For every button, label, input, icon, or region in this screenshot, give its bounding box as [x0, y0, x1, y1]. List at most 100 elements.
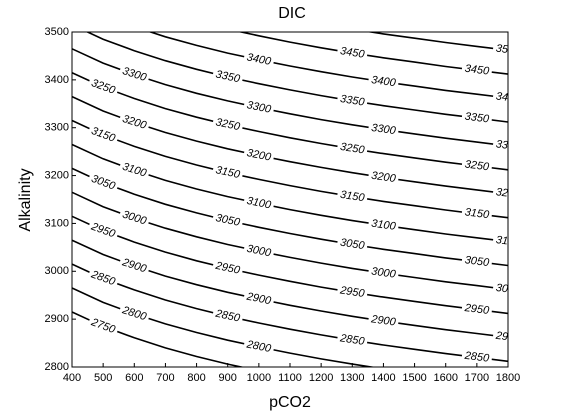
y-tick-label: 2900	[45, 313, 69, 325]
contour-label-bg	[242, 49, 275, 70]
contour-label-bg	[367, 120, 400, 139]
contour-label: 3150	[215, 164, 242, 181]
contour-line	[72, 311, 246, 367]
contour-label: 3250	[339, 141, 366, 157]
contour-label: 3450	[464, 63, 491, 78]
x-tick-label: 1000	[247, 372, 271, 384]
contour-label: 3250	[464, 158, 491, 173]
contour-label-bg	[242, 337, 275, 357]
contour-label: 3300	[495, 138, 522, 153]
contour-label-bg	[336, 91, 369, 111]
contour-label-bg	[242, 193, 275, 214]
contour-label: 3000	[370, 265, 397, 280]
contour-label: 2900	[370, 313, 398, 328]
y-tick-label: 3200	[45, 169, 69, 181]
contour-label: 3300	[246, 99, 273, 116]
x-tick-label: 1700	[465, 372, 489, 384]
x-tick-label: 500	[94, 372, 112, 384]
contour-label-bg	[492, 41, 508, 59]
y-tick-label: 3100	[45, 217, 69, 229]
contour-label-bg	[461, 348, 493, 367]
contour-label-bg	[367, 264, 400, 283]
contour-label-bg	[86, 123, 120, 147]
contour-label: 3200	[246, 147, 273, 164]
x-tick-label: 1800	[496, 372, 520, 384]
contour-label-bg	[461, 109, 493, 127]
x-tick-label: 1200	[309, 372, 333, 384]
contour-label: 3350	[339, 93, 366, 109]
contour-label-bg	[492, 280, 508, 299]
contour-label-bg	[492, 328, 508, 347]
contour-label-bg	[86, 266, 120, 291]
contour-label-bg	[117, 206, 151, 230]
contour-label: 3400	[246, 51, 273, 68]
contour-label-bg	[461, 61, 493, 80]
x-tick-label: 800	[187, 372, 205, 384]
contour-label: 3100	[246, 195, 273, 212]
contour-label-bg	[461, 157, 493, 175]
x-tick-label: 900	[219, 372, 237, 384]
x-tick-label: 1600	[433, 372, 457, 384]
contour-label: 3050	[339, 237, 366, 253]
x-axis-label: pCO2	[269, 394, 311, 411]
contour-label: 2950	[463, 302, 491, 317]
x-tick-label: 1500	[402, 372, 426, 384]
contour-label-bg	[86, 75, 120, 99]
y-tick-label: 3000	[45, 265, 69, 277]
contour-label-bg	[117, 159, 151, 182]
contour-label: 3150	[339, 189, 366, 205]
contour-line	[85, 32, 508, 123]
contour-line	[148, 32, 508, 99]
contour-label: 2950	[338, 284, 366, 300]
x-tick-label: 1100	[278, 372, 302, 384]
contour-label: 3500	[495, 43, 522, 58]
contour-label-bg	[367, 312, 400, 331]
contour-label-bg	[492, 184, 508, 203]
contour-line	[72, 263, 508, 363]
contour-label-bg	[461, 252, 493, 271]
contour-label: 3050	[215, 212, 242, 229]
contour-label-bg	[336, 139, 369, 158]
x-tick-label: 600	[125, 372, 143, 384]
contour-label: 3000	[246, 243, 273, 260]
x-tick-label: 700	[156, 372, 174, 384]
y-tick-label: 3400	[45, 74, 69, 86]
contour-label: 3250	[215, 116, 242, 133]
contour-label-bg	[86, 170, 120, 195]
contour-label: 2800	[245, 338, 273, 355]
contour-label-bg	[211, 66, 244, 87]
x-tick-label: 1300	[340, 372, 364, 384]
plot-area: 2750280028002850285028502850290029002900…	[72, 32, 522, 367]
contour-label: 3300	[370, 122, 397, 137]
contour-label-bg	[336, 235, 369, 254]
contour-label-bg	[492, 137, 508, 155]
x-tick-label: 1400	[371, 372, 395, 384]
contour-label: 3100	[495, 234, 522, 249]
contour-label: 2950	[214, 260, 242, 277]
contour-label: 2850	[214, 308, 242, 325]
contour-label: 3350	[464, 111, 491, 126]
contour-line	[72, 215, 508, 315]
contour-label-bg	[211, 114, 244, 135]
x-tick-label: 400	[63, 372, 81, 384]
contour-label: 3400	[495, 91, 522, 106]
chart-title: DIC	[278, 5, 306, 22]
contour-line	[237, 32, 508, 75]
contour-label: 3150	[464, 206, 491, 221]
contour-label-bg	[367, 168, 400, 187]
contour-label: 2900	[494, 330, 522, 345]
contour-label-bg	[336, 283, 369, 302]
contour-label: 2900	[245, 290, 273, 307]
contour-label: 3100	[370, 218, 397, 233]
contour-label-bg	[336, 187, 369, 206]
contour-line	[72, 71, 508, 171]
y-axis-label: Alkalinity	[17, 168, 34, 231]
contour-label: 2850	[463, 350, 491, 365]
contour-label: 3050	[464, 254, 491, 269]
contour-label-bg	[117, 63, 151, 86]
contour-label-bg	[242, 241, 275, 261]
contour-label-bg	[367, 72, 400, 91]
contour-label-bg	[117, 302, 151, 326]
contour-label: 2850	[338, 332, 366, 348]
